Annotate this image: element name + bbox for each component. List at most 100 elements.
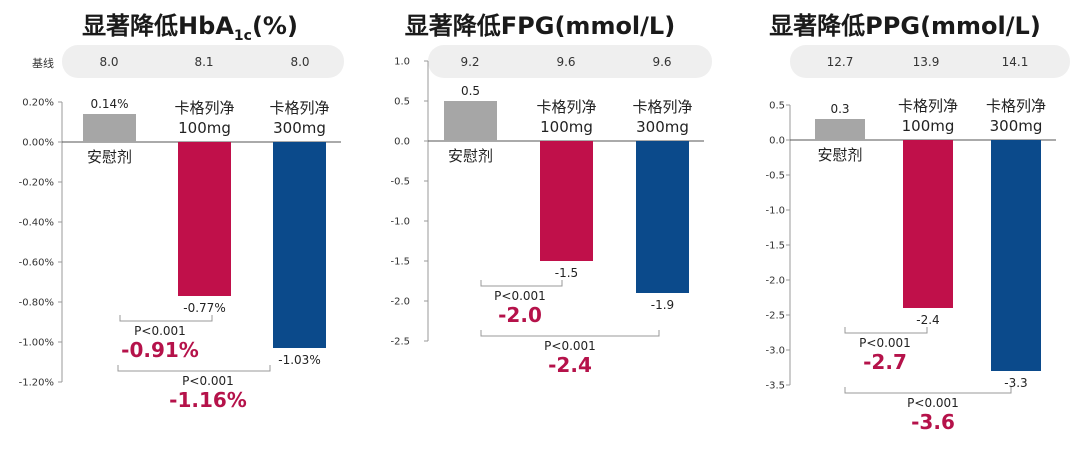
y-tick-label: -1.5 (765, 241, 785, 252)
difference-label: -2.4 (548, 353, 592, 377)
chart-title-suffix: (%) (251, 12, 298, 40)
difference-label: -3.6 (911, 410, 955, 434)
comparison-bracket (844, 327, 928, 334)
category-label: 100mg (540, 118, 593, 136)
category-label: 卡格列净 (536, 98, 596, 116)
y-tick-label: -3.0 (765, 346, 785, 357)
p-value-label: P<0.001 (907, 396, 959, 410)
y-tick-label: -0.80% (19, 298, 54, 309)
data-label: 0.14% (90, 97, 128, 111)
comparison-bracket (117, 365, 271, 372)
y-tick-label: -3.5 (765, 381, 785, 392)
comparison-bracket (119, 315, 213, 322)
baseline-value: 8.0 (290, 55, 310, 69)
category-label: 安慰剂 (87, 148, 132, 166)
y-tick-label: -2.5 (765, 311, 785, 322)
data-label: -3.3 (1004, 376, 1027, 390)
difference-label: -1.16% (169, 388, 247, 412)
chart-title-main: 显著降低PPG(mmol/L) (769, 12, 1041, 40)
data-label: -1.9 (651, 298, 674, 312)
difference-label: -0.91% (121, 338, 199, 362)
y-tick-label: 0.5 (394, 97, 410, 108)
baseline-value: 8.1 (194, 55, 214, 69)
baseline-value: 14.1 (1001, 55, 1029, 69)
p-value-label: P<0.001 (859, 336, 911, 350)
baseline-value: 8.0 (99, 55, 119, 69)
data-label: -1.5 (555, 266, 578, 280)
bar (636, 141, 689, 293)
baseline-value: 9.2 (460, 55, 480, 69)
bar (815, 119, 865, 140)
y-tick-label: 1.0 (394, 57, 410, 68)
y-tick-label: -0.5 (765, 171, 785, 182)
bar (540, 141, 593, 261)
bar (903, 140, 953, 308)
comparison-bracket (480, 280, 563, 287)
y-tick-label: -2.0 (765, 276, 785, 287)
category-label: 卡格列净 (632, 98, 692, 116)
y-tick-label: -1.5 (390, 257, 410, 268)
chart-svg: 0.5 0.0 -0.5 -1.0 -1.5 -2.0 -2.5 -3.0 -3.5 0.3 安慰剂… (765, 97, 1056, 434)
data-label: -2.4 (916, 313, 939, 327)
comparison-bracket (480, 330, 660, 337)
y-tick-label: 0.0 (394, 137, 410, 148)
baseline-band (790, 45, 1070, 78)
p-value-label: P<0.001 (134, 324, 186, 338)
difference-label: -2.0 (498, 303, 542, 327)
p-value-label: P<0.001 (494, 289, 546, 303)
y-tick-label: -0.5 (390, 177, 410, 188)
chart-title: 显著降低HbA1c(%) (0, 6, 380, 44)
y-tick-label: -2.5 (390, 337, 410, 348)
comparison-bracket (844, 387, 1012, 394)
category-label: 300mg (273, 119, 326, 137)
chart-panel-ppg: 显著降低PPG(mmol/L) 12.7 13.9 14.1 0.5 0.0 -0.… (735, 0, 1080, 451)
bar (991, 140, 1041, 371)
p-value-label: P<0.001 (544, 339, 596, 353)
chart-title-sub: 1c (233, 27, 252, 44)
y-tick-label: -1.0 (765, 206, 785, 217)
bar (444, 101, 497, 141)
category-label: 卡格列净 (174, 99, 234, 117)
category-label: 300mg (990, 117, 1043, 135)
bar (178, 142, 231, 296)
baseline-value: 13.9 (912, 55, 940, 69)
y-tick-label: -0.40% (19, 218, 54, 229)
y-tick-label: -1.20% (19, 378, 54, 389)
chart-title-main: 显著降低HbA (82, 12, 234, 40)
baseline-value: 9.6 (556, 55, 576, 69)
category-label: 卡格列净 (269, 99, 329, 117)
data-label: -0.77% (183, 301, 225, 315)
y-tick-label: 0.0 (769, 136, 785, 147)
y-tick-label: 0.5 (769, 101, 785, 112)
data-label: -1.03% (278, 353, 320, 367)
y-tick-label: -2.0 (390, 297, 410, 308)
baseline-band (62, 45, 344, 78)
data-label: 0.3 (830, 102, 849, 116)
category-label: 安慰剂 (817, 146, 862, 164)
category-label: 300mg (636, 118, 689, 136)
baseline-value: 12.7 (826, 55, 854, 69)
y-tick-label: -0.60% (19, 258, 54, 269)
p-value-label: P<0.001 (182, 374, 234, 388)
y-tick-label: -0.20% (19, 178, 54, 189)
category-label: 安慰剂 (448, 147, 493, 165)
y-tick-label: 0.20% (22, 98, 54, 109)
chart-title: 显著降低FPG(mmol/L) (370, 6, 710, 41)
y-tick-label: -1.00% (19, 338, 54, 349)
chart-svg: 0.20% 0.00% -0.20% -0.40% -0.60% -0.80% -1.00%… (19, 97, 341, 412)
category-label: 卡格列净 (986, 97, 1046, 115)
difference-label: -2.7 (863, 350, 907, 374)
baseline-band (428, 45, 712, 78)
baseline-value: 9.6 (652, 55, 672, 69)
bar (273, 142, 326, 348)
chart-title-main: 显著降低FPG(mmol/L) (404, 12, 676, 40)
category-label: 卡格列净 (898, 97, 958, 115)
baseline-label: 基线 (32, 57, 54, 70)
y-tick-label: -1.0 (390, 217, 410, 228)
category-label: 100mg (902, 117, 955, 135)
chart-svg: 1.0 0.5 0.0 -0.5 -1.0 -1.5 -2.0 -2.5 0.5 安慰剂 -1.5 卡… (390, 57, 704, 377)
chart-title: 显著降低PPG(mmol/L) (740, 6, 1070, 41)
category-label: 100mg (178, 119, 231, 137)
y-tick-label: 0.00% (22, 138, 54, 149)
chart-panel-fpg: 显著降低FPG(mmol/L) 9.2 9.6 9.6 1.0 0.5 0.0 -0.… (370, 0, 720, 451)
